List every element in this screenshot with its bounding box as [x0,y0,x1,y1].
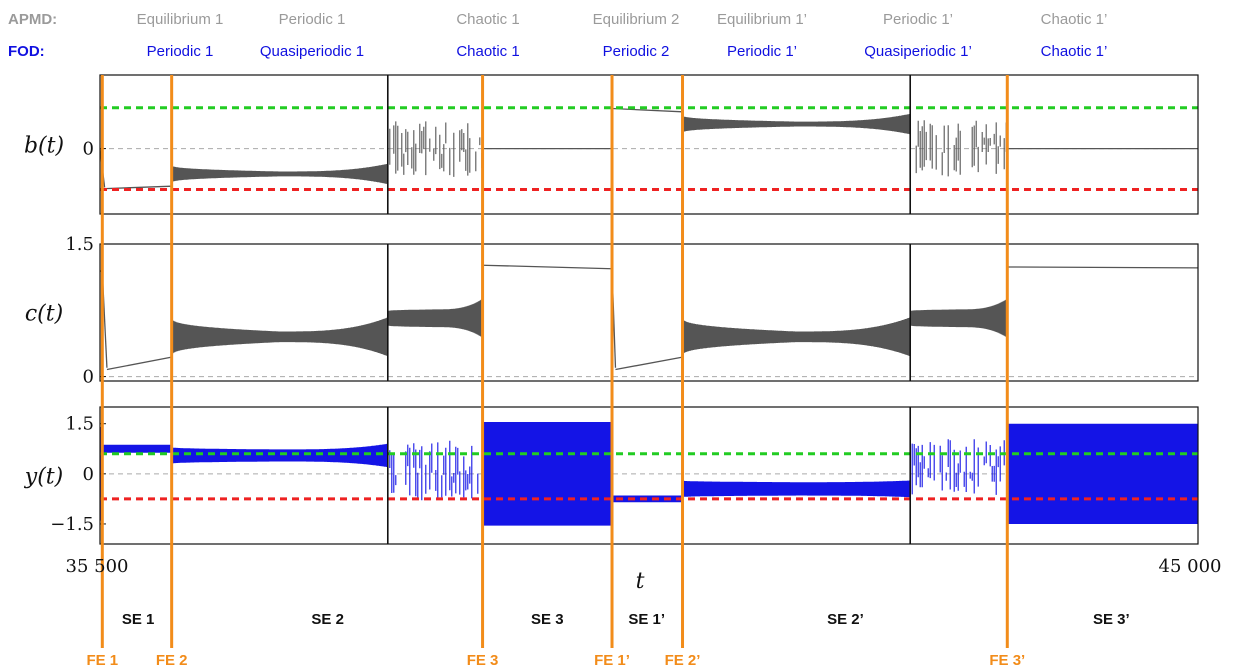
plot-panels: 0 b(t) 1.5 0 c(t) 1.5 0 −1.5 y(t) [24,74,1199,545]
trace-segment [171,163,389,185]
apmd-label: Periodic 1 [279,11,346,28]
trace-segment [681,480,911,498]
y-axis-label: b(t) [24,134,64,159]
y-tick-label: 1.5 [65,414,94,435]
apmd-label: Chaotic 1’ [1041,11,1108,28]
x-tick-end: 45 000 [1159,556,1222,577]
fod-label: Periodic 1’ [727,43,797,60]
trace-segment [615,356,683,371]
y-axis-label: y(t) [24,465,63,490]
trace-1 [100,264,1198,371]
trace-segment [387,121,483,177]
trace-segment [681,317,911,357]
trace-segment [909,439,1005,495]
se-label: SE 1 [122,611,155,628]
se-label: SE 3 [531,611,564,628]
y-tick-label: −1.5 [50,514,94,535]
fod-labels: Periodic 1 Quasiperiodic 1 Chaotic 1 Period… [147,43,1108,60]
se-labels: SE 1 SE 2 SE 3 SE 1’ SE 2’ SE 3’ [122,611,1130,628]
trace-segment [171,443,389,468]
se-label: SE 2’ [827,611,864,628]
y-tick-label: 1.5 [65,234,94,255]
apmd-label: Equilibrium 1 [137,11,224,28]
fod-label: Periodic 2 [603,43,670,60]
trace-0 [100,107,1198,190]
fe-label: FE 1’ [594,652,630,669]
x-tick-start: 35 500 [66,556,129,577]
trace-segment [482,264,613,270]
x-axis-label: t [636,569,645,594]
panel-2: 1.5 0 −1.5 y(t) [24,406,1199,545]
fod-label: Chaotic 1’ [1041,43,1108,60]
trace-segment [1006,423,1198,524]
apmd-label: Equilibrium 2 [593,11,680,28]
y-tick-label: 0 [83,367,94,388]
panel-frame [99,243,1199,382]
fe-label: FE 3’ [989,652,1025,669]
trace-segment [1007,266,1198,269]
fod-label: Periodic 1 [147,43,214,60]
fe-label: FE 2’ [665,652,701,669]
panel-frame [99,74,1199,215]
event-lines [100,75,1009,648]
apmd-labels: Equilibrium 1 Periodic 1 Chaotic 1 Equilibr… [137,11,1108,28]
y-axis-label: c(t) [25,302,63,327]
y-tick-label: 0 [83,139,94,160]
panel-frame [99,406,1199,545]
apmd-label: Chaotic 1 [456,11,519,28]
apmd-row-label: APMD: [8,11,57,28]
fe-label: FE 3 [467,652,499,669]
se-label: SE 3’ [1093,611,1130,628]
trace-segment [106,356,172,371]
trace-segment [387,440,483,501]
fod-label: Chaotic 1 [456,43,519,60]
panel-0: 0 b(t) [24,74,1199,215]
fod-label: Quasiperiodic 1 [260,43,364,60]
apmd-label: Equilibrium 1’ [717,11,807,28]
trace-segment [387,299,483,338]
trace-segment [611,107,683,113]
apmd-label: Periodic 1’ [883,11,953,28]
trace-segment [681,114,911,135]
trace-segment [909,298,1008,338]
trace-segment [171,317,389,357]
trace-segment [101,444,172,453]
fod-label: Quasiperiodic 1’ [864,43,972,60]
trace-segment [482,422,613,526]
fe-labels: FE 1 FE 2 FE 3 FE 1’ FE 2’ FE 3’ [86,652,1025,669]
se-label: SE 2 [311,611,344,628]
fe-label: FE 1 [86,652,118,669]
fe-label: FE 2 [156,652,188,669]
fod-row-label: FOD: [8,43,45,60]
se-label: SE 1’ [628,611,665,628]
panel-1: 1.5 0 c(t) [25,234,1199,388]
y-tick-label: 0 [83,464,94,485]
